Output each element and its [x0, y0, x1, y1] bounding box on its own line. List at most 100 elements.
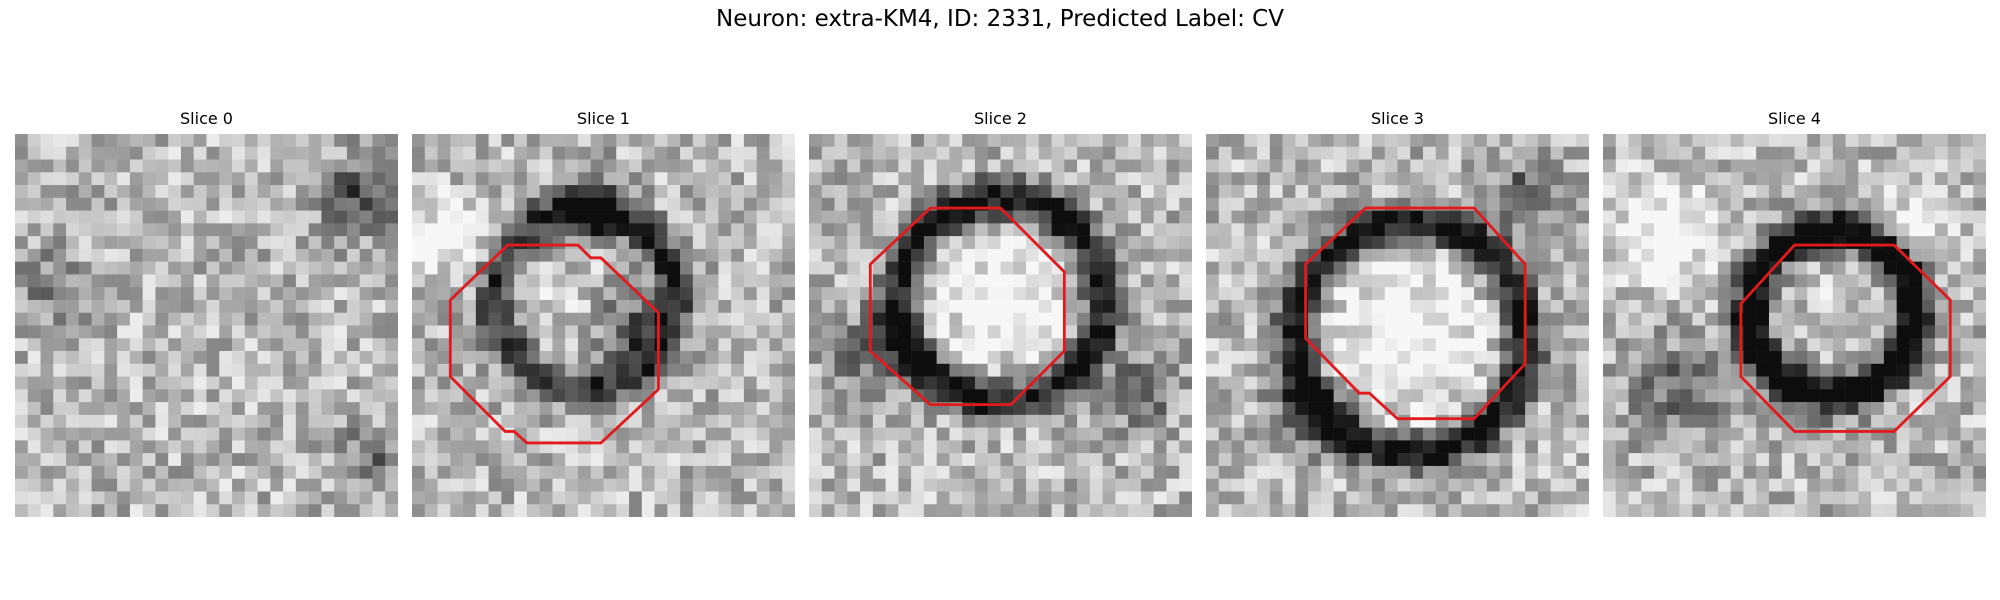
pixel	[1615, 172, 1629, 186]
pixel	[821, 491, 835, 505]
pixel	[270, 312, 284, 326]
pixel	[78, 197, 92, 211]
pixel	[1051, 223, 1065, 237]
pixel	[1115, 338, 1129, 352]
pixel	[1218, 159, 1232, 173]
pixel	[1051, 274, 1065, 288]
pixel	[809, 389, 823, 403]
pixel	[1423, 338, 1437, 352]
pixel	[1615, 261, 1629, 275]
pixel	[385, 134, 398, 148]
pixel	[346, 261, 360, 275]
pixel	[129, 478, 143, 492]
pixel	[898, 491, 912, 505]
pixel	[1166, 261, 1180, 275]
pixel	[1371, 325, 1385, 339]
pixel	[1435, 172, 1449, 186]
pixel	[180, 453, 194, 467]
pixel	[372, 197, 386, 211]
pixel	[949, 389, 963, 403]
pixel	[1410, 287, 1424, 301]
pixel	[1794, 287, 1808, 301]
pixel	[1153, 478, 1167, 492]
pixel	[206, 491, 220, 505]
pixel	[501, 248, 515, 262]
pixel	[962, 274, 976, 288]
pixel	[1282, 299, 1296, 313]
pixel	[1486, 299, 1500, 313]
pixel	[1128, 363, 1142, 377]
pixel	[142, 338, 156, 352]
pixel	[1346, 210, 1360, 224]
pixel	[1934, 223, 1948, 237]
pixel	[450, 478, 464, 492]
pixel	[1794, 478, 1808, 492]
pixel	[629, 134, 643, 148]
pixel	[565, 159, 579, 173]
pixel	[1845, 376, 1859, 390]
pixel	[1692, 440, 1706, 454]
pixel	[1692, 274, 1706, 288]
pixel	[295, 491, 309, 505]
pixel	[692, 465, 706, 479]
pixel	[437, 223, 451, 237]
pixel	[1525, 504, 1539, 517]
pixel	[1102, 325, 1116, 339]
pixel	[193, 402, 207, 416]
pixel	[1231, 197, 1245, 211]
pixel	[412, 504, 426, 517]
pixel	[155, 440, 169, 454]
pixel	[244, 402, 258, 416]
pixel	[1705, 351, 1719, 365]
pixel	[1333, 146, 1347, 160]
pixel	[809, 491, 823, 505]
pixel	[705, 376, 719, 390]
pixel	[1461, 134, 1475, 148]
pixel	[180, 146, 194, 160]
pixel	[1628, 351, 1642, 365]
pixel	[1231, 299, 1245, 313]
pixel	[731, 363, 745, 377]
pixel	[1666, 172, 1680, 186]
pixel	[1448, 299, 1462, 313]
pixel	[629, 248, 643, 262]
pixel	[809, 440, 823, 454]
pixel	[860, 146, 874, 160]
pixel	[1896, 261, 1910, 275]
pixel	[809, 197, 823, 211]
pixel	[1615, 440, 1629, 454]
pixel	[1206, 478, 1220, 492]
pixel	[1218, 312, 1232, 326]
pixel	[1257, 363, 1271, 377]
pixel	[1934, 491, 1948, 505]
pixel	[463, 134, 477, 148]
pixel	[1717, 478, 1731, 492]
pixel	[1615, 185, 1629, 199]
pixel	[898, 312, 912, 326]
pixel	[577, 146, 591, 160]
pixel	[91, 159, 105, 173]
pixel	[936, 504, 950, 517]
pixel	[1448, 453, 1462, 467]
pixel	[1179, 146, 1192, 160]
pixel	[1128, 248, 1142, 262]
pixel	[1128, 146, 1142, 160]
pixel	[475, 478, 489, 492]
pixel	[1705, 376, 1719, 390]
pixel	[295, 134, 309, 148]
pixel	[1423, 172, 1437, 186]
pixel	[616, 478, 630, 492]
pixel	[168, 363, 182, 377]
pixel	[15, 248, 29, 262]
pixel	[577, 299, 591, 313]
pixel	[1960, 478, 1974, 492]
pixel	[488, 504, 502, 517]
pixel	[168, 210, 182, 224]
pixel	[1038, 274, 1052, 288]
pixel	[40, 504, 54, 517]
pixel	[1077, 504, 1091, 517]
pixel	[1883, 134, 1897, 148]
pixel	[526, 236, 540, 250]
pixel	[1179, 478, 1192, 492]
pixel	[78, 402, 92, 416]
